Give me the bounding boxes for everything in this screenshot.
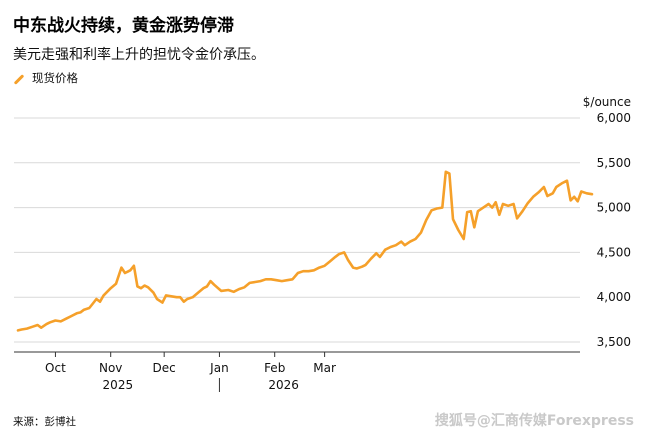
y-tick-label: 5,500 [597,156,631,170]
y-tick-label: 4,500 [597,245,631,259]
year-label: 2026 [268,378,299,392]
x-tick-label: Jan [209,361,229,375]
legend-label: 现货价格 [32,71,78,85]
x-tick-label: Mar [313,361,336,375]
x-tick-label: Dec [153,361,176,375]
line-chart: 3,500 4,000 4,500 5,000 5,500 6,000 $/ounce Oct… [14,95,631,392]
y-tick-label: 6,000 [597,111,631,125]
chart-subtitle: 美元走强和利率上升的担忧令金价承压。 [13,47,265,63]
x-tick-label: Oct [45,361,66,375]
y-tick-label: 4,000 [597,290,631,304]
y-tick-label: 3,500 [597,335,631,349]
chart-title: 中东战火持续，黄金涨势停滞 [13,16,234,36]
y-unit-label: $/ounce [583,95,631,109]
legend: 现货价格 [13,70,78,86]
watermark: 搜狐号@汇商传媒Forexpress [434,413,634,429]
year-label: 2025 [103,378,134,392]
source-note: 来源：彭博社 [13,416,76,428]
series-line-spot-price [16,170,594,332]
y-tick-label: 5,000 [597,201,631,215]
x-tick-label: Nov [99,361,122,375]
x-tick-label: Feb [264,361,285,375]
